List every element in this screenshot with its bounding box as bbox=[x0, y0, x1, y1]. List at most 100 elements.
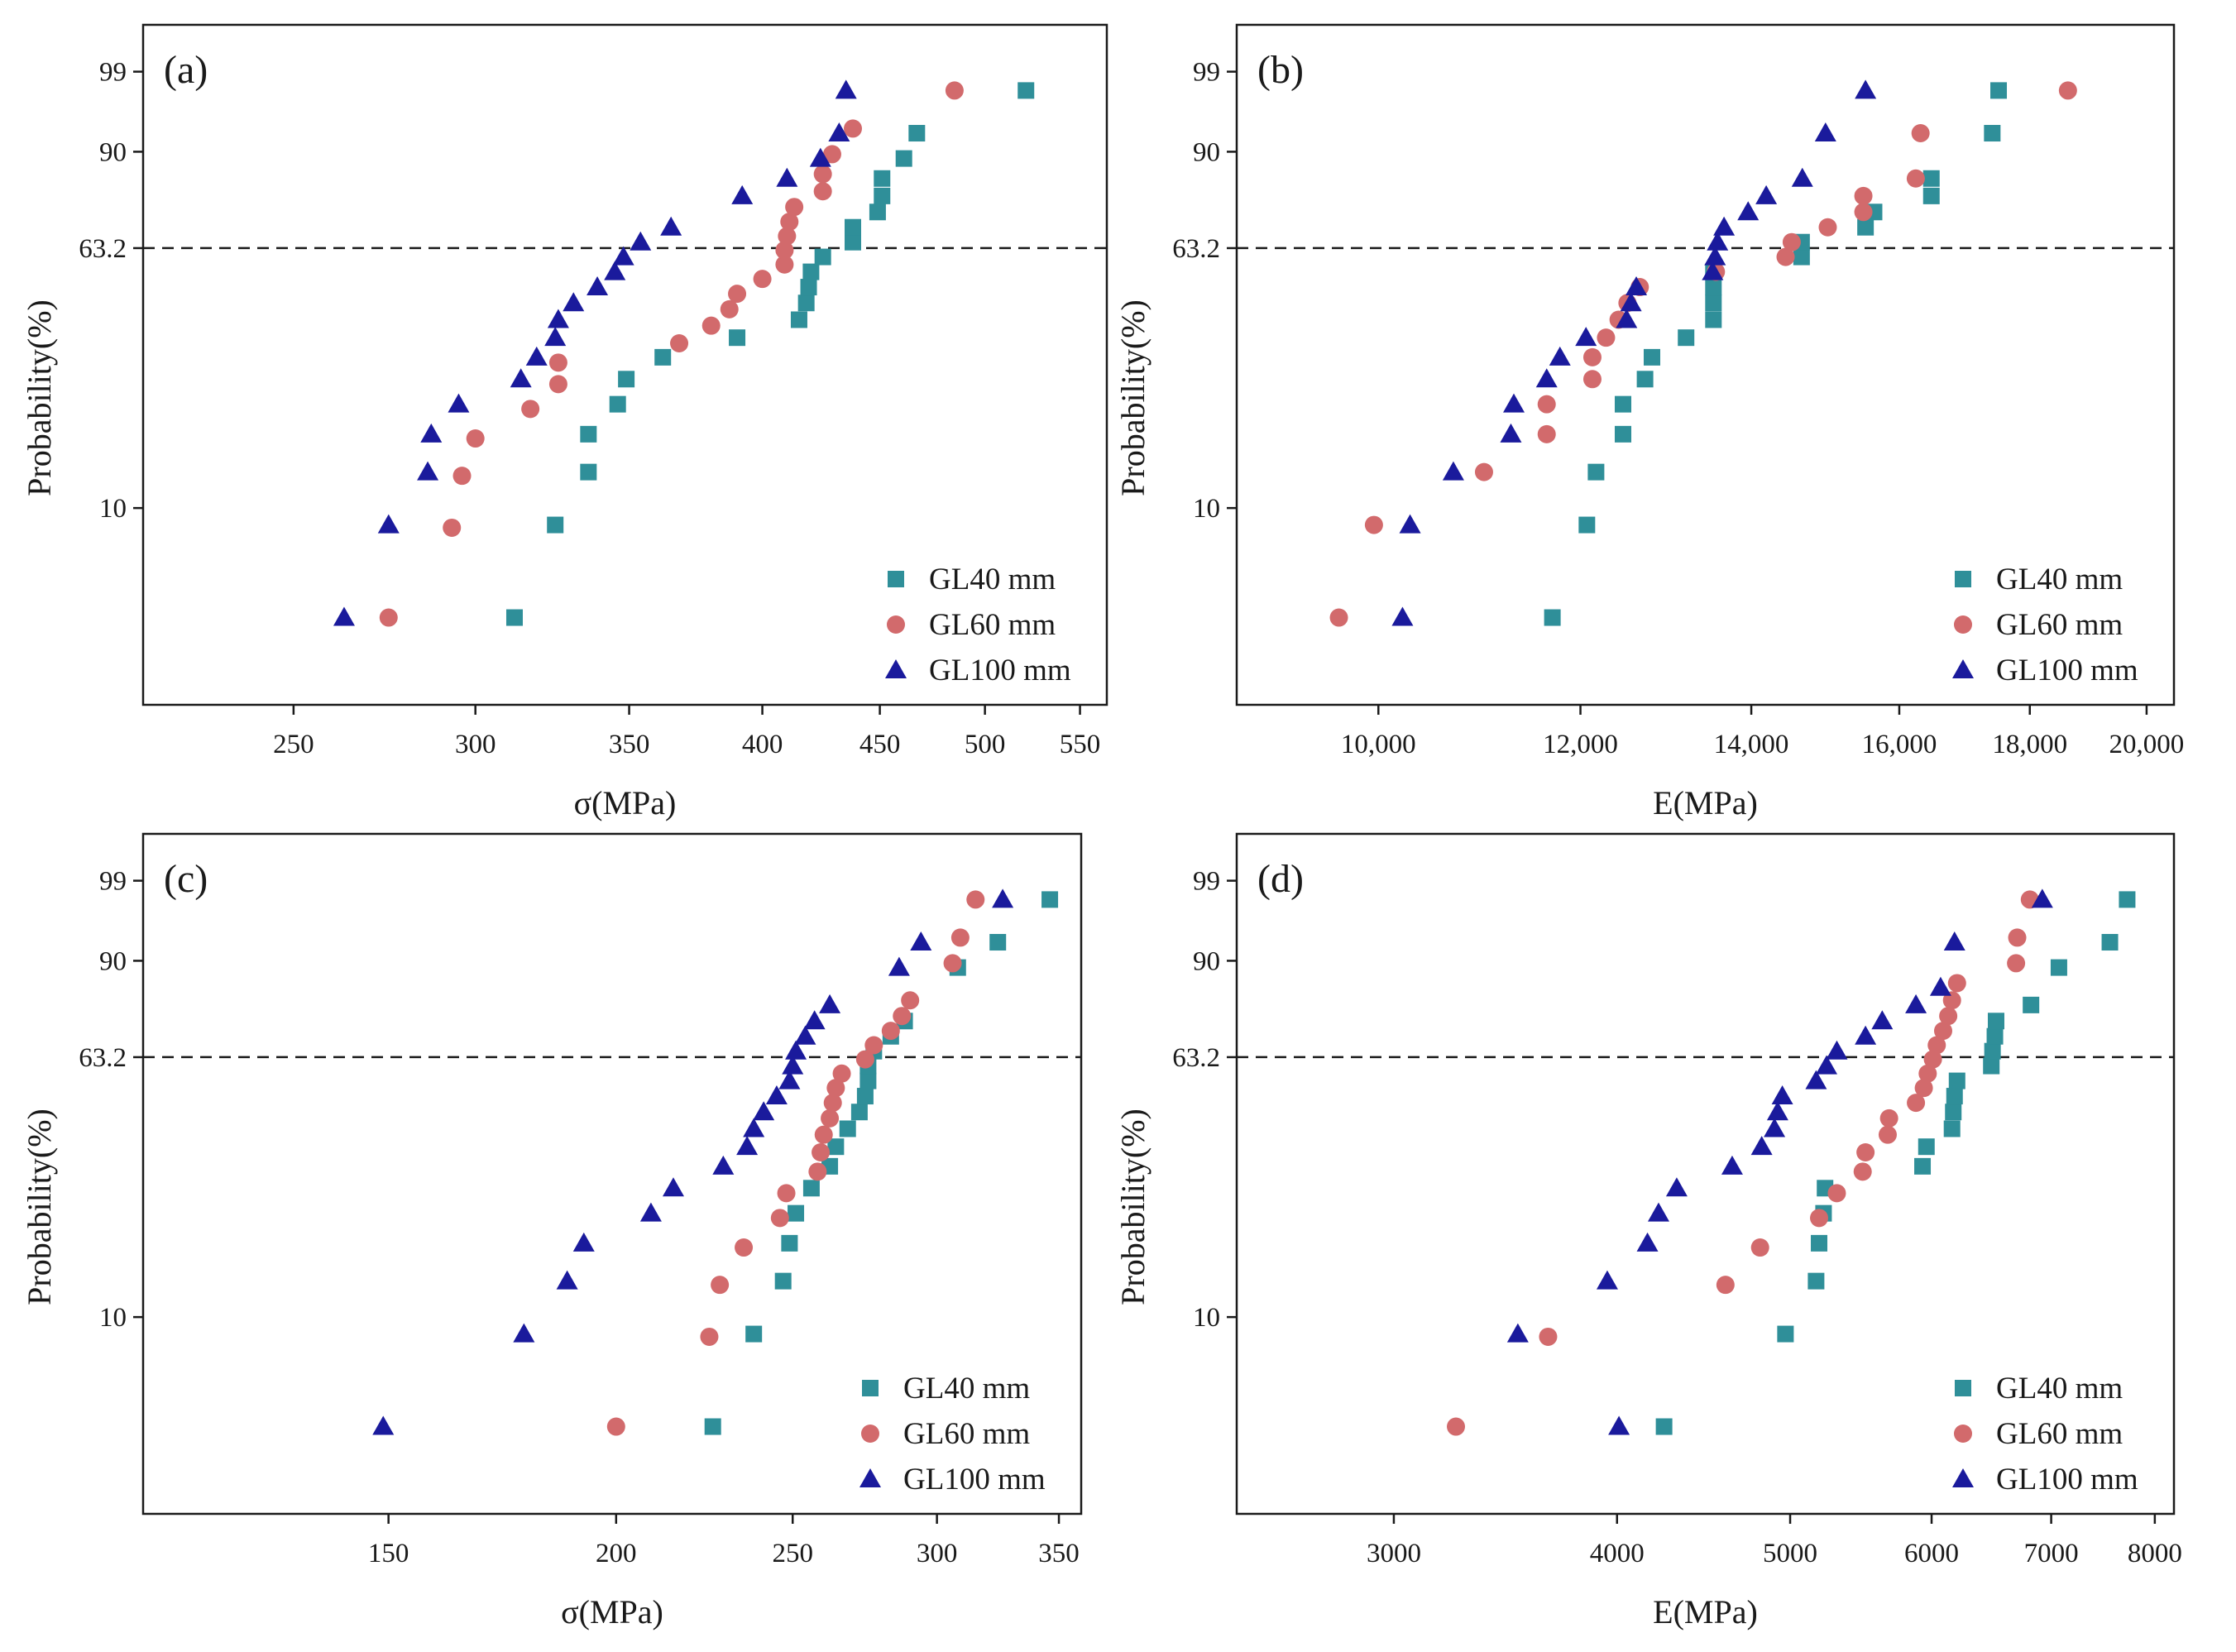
y-tick-label: 10 bbox=[99, 1303, 127, 1333]
data-point bbox=[1946, 1088, 1963, 1105]
data-point bbox=[790, 311, 807, 328]
data-point bbox=[1575, 327, 1597, 347]
data-point bbox=[711, 1276, 730, 1295]
legend-label: GL60 mm bbox=[929, 608, 1056, 642]
data-point bbox=[1914, 1157, 1932, 1175]
data-point bbox=[859, 1072, 877, 1089]
data-point bbox=[1647, 1202, 1669, 1222]
data-point bbox=[2101, 934, 2119, 951]
data-point bbox=[821, 1109, 840, 1128]
data-point bbox=[780, 213, 799, 232]
data-point bbox=[587, 276, 609, 296]
legend: GL40 mm GL60 mm GL100 mm bbox=[1952, 563, 2138, 687]
plot-frame bbox=[141, 23, 1108, 706]
plot-frame bbox=[141, 832, 1083, 1516]
data-point bbox=[844, 119, 863, 138]
data-point bbox=[777, 1184, 796, 1203]
data-point bbox=[1702, 261, 1724, 280]
data-point bbox=[1984, 1042, 2001, 1060]
data-point bbox=[1364, 515, 1383, 534]
data-point bbox=[864, 1036, 883, 1055]
data-point bbox=[1816, 1055, 1838, 1075]
data-point bbox=[1918, 1064, 1937, 1083]
data-point bbox=[989, 934, 1007, 951]
legend-marker bbox=[859, 1468, 881, 1487]
data-point bbox=[731, 184, 754, 204]
data-point bbox=[1782, 232, 1801, 251]
data-point bbox=[1620, 292, 1642, 312]
y-tick-label: 99 bbox=[1193, 58, 1220, 88]
data-point bbox=[1474, 462, 1493, 481]
legend-label: GL100 mm bbox=[1996, 1463, 2138, 1496]
data-point bbox=[1856, 1143, 1875, 1162]
x-tick-label: 12,000 bbox=[1543, 730, 1618, 759]
x-tick-label: 18,000 bbox=[1992, 730, 2067, 759]
data-point bbox=[1447, 1417, 1466, 1436]
data-point bbox=[788, 1204, 805, 1222]
y-tick-label: 63.2 bbox=[79, 234, 127, 264]
data-point bbox=[1933, 1022, 1952, 1041]
x-tick-label: 16,000 bbox=[1862, 730, 1937, 759]
data-point bbox=[630, 231, 652, 251]
data-point bbox=[639, 1202, 662, 1222]
data-point bbox=[1922, 170, 1940, 187]
data-point bbox=[1597, 328, 1616, 347]
data-point bbox=[1984, 125, 2001, 142]
data-point bbox=[452, 467, 472, 486]
data-point bbox=[992, 888, 1014, 908]
panel-label: (c) bbox=[164, 857, 208, 901]
data-point bbox=[2031, 888, 2053, 908]
y-tick-label: 90 bbox=[1193, 137, 1220, 167]
data-point bbox=[813, 165, 832, 184]
data-point bbox=[729, 329, 746, 347]
data-point bbox=[606, 1417, 625, 1436]
data-point bbox=[333, 606, 355, 626]
data-point bbox=[2007, 954, 2026, 973]
data-point bbox=[901, 991, 920, 1010]
legend-marker bbox=[1954, 1425, 1972, 1443]
legend-label: GL100 mm bbox=[1996, 654, 2138, 687]
y-tick-label: 90 bbox=[99, 946, 127, 976]
data-point bbox=[1945, 1104, 1962, 1121]
legend-marker bbox=[1952, 1468, 1974, 1487]
legend: GL40 mm GL60 mm GL100 mm bbox=[1952, 1372, 2138, 1496]
data-point bbox=[580, 425, 597, 443]
legend-marker bbox=[862, 1380, 879, 1396]
legend-marker bbox=[888, 571, 904, 587]
data-point bbox=[544, 327, 567, 347]
data-point bbox=[775, 255, 794, 274]
x-tick-label: 550 bbox=[1060, 730, 1101, 759]
data-point bbox=[770, 1209, 789, 1228]
data-point bbox=[819, 994, 841, 1013]
y-tick-label: 10 bbox=[99, 494, 127, 524]
data-point bbox=[945, 81, 964, 100]
x-axis-title: E(MPa) bbox=[1653, 784, 1758, 821]
data-point bbox=[1855, 1025, 1877, 1045]
data-point bbox=[856, 1088, 874, 1105]
plot-frame bbox=[1235, 23, 2176, 706]
data-point bbox=[1854, 186, 1873, 205]
data-point bbox=[802, 1180, 820, 1197]
x-tick-label: 400 bbox=[742, 730, 783, 759]
data-point bbox=[728, 285, 747, 304]
data-point bbox=[1918, 1138, 1935, 1156]
x-tick-label: 350 bbox=[609, 730, 650, 759]
data-point bbox=[1854, 203, 1873, 222]
data-point bbox=[893, 1007, 912, 1026]
data-point bbox=[2023, 996, 2040, 1013]
data-point bbox=[1705, 311, 1722, 328]
data-point bbox=[580, 463, 597, 481]
data-point bbox=[1500, 423, 1522, 443]
data-point bbox=[835, 79, 857, 99]
y-tick-label: 99 bbox=[1193, 867, 1220, 897]
data-point bbox=[1716, 1276, 1735, 1295]
data-point bbox=[950, 928, 970, 947]
data-point bbox=[943, 954, 962, 973]
series-gl100-mm bbox=[1506, 888, 2053, 1435]
data-point bbox=[1705, 279, 1722, 296]
data-point bbox=[1871, 1010, 1894, 1030]
y-tick-label: 10 bbox=[1193, 494, 1220, 524]
x-tick-label: 8000 bbox=[2128, 1539, 2182, 1568]
legend: GL40 mm GL60 mm GL100 mm bbox=[885, 563, 1071, 687]
data-point bbox=[808, 1162, 827, 1181]
